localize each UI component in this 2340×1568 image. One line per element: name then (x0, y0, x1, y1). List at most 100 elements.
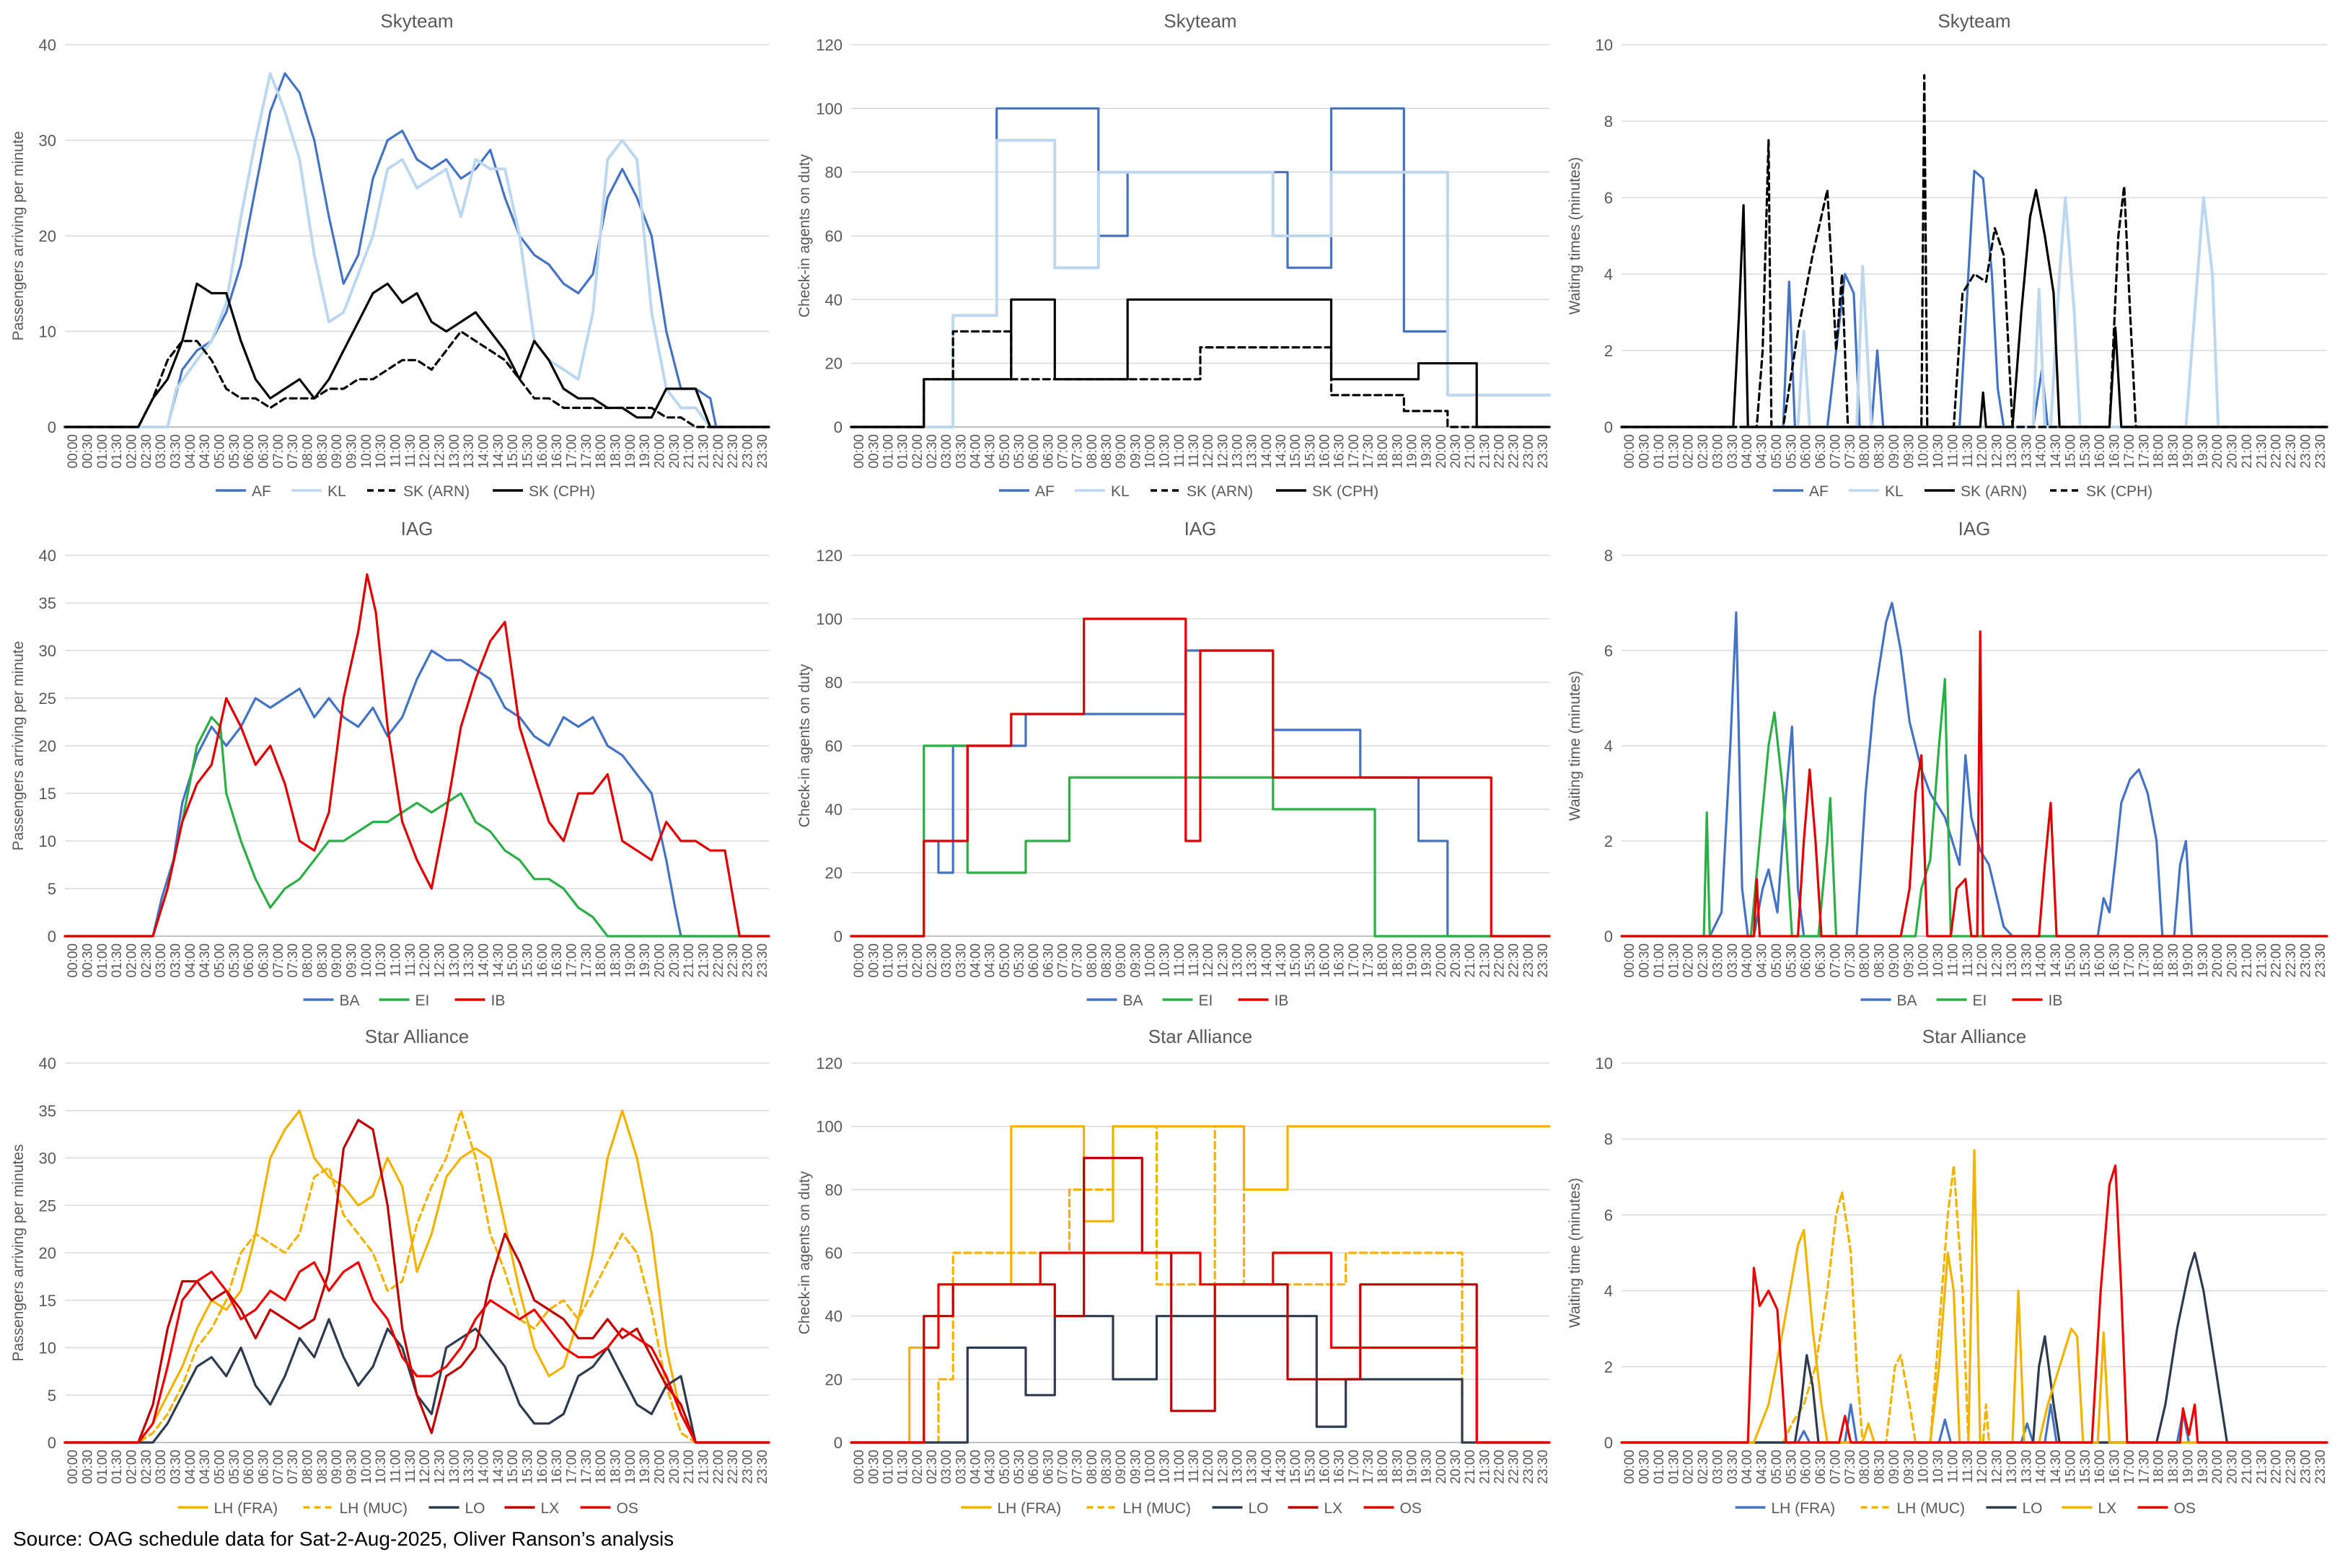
x-tick-label: 16:00 (2093, 1450, 2108, 1484)
x-tick-label: 18:30 (2166, 434, 2181, 469)
x-tick-label: 16:00 (1317, 434, 1332, 469)
x-tick-label: 10:30 (1931, 943, 1946, 978)
x-tick-label: 20:00 (2210, 1450, 2225, 1484)
y-tick-label: 6 (1604, 189, 1613, 207)
x-tick-label: 22:00 (2269, 1450, 2284, 1484)
x-tick-label: 22:30 (2284, 434, 2299, 469)
x-tick-label: 18:00 (1376, 943, 1391, 978)
x-tick-label: 19:30 (1420, 943, 1435, 978)
x-tick-label: 16:00 (535, 943, 550, 978)
x-tick-label: 21:00 (2240, 943, 2255, 978)
x-tick-label: 01:30 (896, 943, 911, 978)
x-tick-label: 13:30 (1245, 943, 1260, 978)
x-tick-label: 15:00 (506, 943, 521, 978)
x-tick-label: 11:30 (1187, 1450, 1202, 1483)
x-tick-label: 09:30 (345, 943, 360, 978)
x-tick-label: 14:30 (2049, 434, 2064, 469)
x-tick-label: 14:00 (1259, 1450, 1275, 1484)
legend-label-ba: BA (1123, 992, 1143, 1009)
legend: BA EI IB (303, 992, 505, 1009)
x-tick-label: 23:00 (741, 943, 756, 978)
x-tick-label: 00:30 (81, 1450, 96, 1484)
x-tick-label: 23:30 (2313, 434, 2328, 469)
y-tick-label: 20 (39, 1244, 56, 1262)
x-tick-label: 14:30 (491, 943, 506, 978)
x-tick-label: 08:30 (1099, 1450, 1114, 1484)
x-tick-label: 03:00 (154, 1450, 169, 1484)
x-tick-label: 14:30 (1274, 1450, 1289, 1484)
x-tick-label: 15:00 (506, 434, 521, 469)
x-tick-label: 11:30 (403, 943, 418, 977)
x-tick-label: 09:30 (345, 1450, 360, 1484)
x-tick-label: 18:00 (2152, 434, 2167, 469)
series-line-sk-cph (63, 282, 770, 428)
x-tick-label: 03:30 (1725, 434, 1741, 469)
y-tick-label: 15 (39, 785, 56, 803)
x-tick-label: 04:30 (1755, 434, 1770, 469)
x-tick-label: 23:00 (1521, 1450, 1536, 1484)
x-tick-label: 00:00 (1622, 434, 1637, 469)
x-tick-label: 00:30 (866, 434, 881, 469)
x-tick-label: 20:30 (2225, 943, 2240, 978)
legend-label-sk-cph: SK (CPH) (1312, 483, 1378, 500)
x-tick-label: 21:00 (1463, 434, 1478, 469)
y-tick-label: 10 (39, 1339, 56, 1357)
legend: AF KL SK (ARN) SK (CPH) (1773, 483, 2152, 500)
series-line-os (850, 1251, 1551, 1444)
x-tick-label: 12:30 (1990, 1450, 2005, 1484)
x-tick-label: 13:00 (1230, 434, 1245, 469)
x-tick-label: 00:00 (66, 1450, 81, 1484)
x-tick-label: 07:00 (271, 434, 286, 469)
x-tick-label: 03:30 (169, 1450, 184, 1484)
x-tick-label: 06:00 (1026, 943, 1042, 978)
series-line-ei (63, 715, 770, 938)
x-tick-label: 07:30 (1843, 1450, 1858, 1484)
chart-title: Skyteam (380, 10, 453, 32)
series-line-sk-arn (1620, 188, 2328, 428)
x-tick-label: 13:30 (2019, 1450, 2034, 1484)
x-tick-label: 09:00 (330, 1450, 345, 1484)
x-tick-label: 09:30 (1901, 434, 1917, 469)
x-tick-label: 07:30 (286, 434, 301, 469)
x-tick-label: 06:00 (1799, 943, 1814, 978)
y-tick-label: 10 (39, 323, 56, 341)
x-tick-label: 10:30 (1158, 943, 1173, 978)
x-tick-label: 15:30 (2078, 434, 2093, 469)
y-tick-label: 0 (834, 928, 843, 946)
legend-label-lo: LO (2023, 1500, 2043, 1517)
y-tick-label: 35 (39, 1102, 56, 1120)
y-tick-label: 100 (816, 610, 843, 628)
x-tick-label: 06:00 (1799, 1450, 1814, 1484)
chart-title: Star Alliance (365, 1026, 470, 1047)
x-tick-label: 08:00 (301, 434, 316, 469)
x-tick-label: 07:00 (1828, 1450, 1843, 1484)
x-tick-label: 07:00 (271, 1450, 286, 1484)
x-tick-label: 20:00 (653, 434, 668, 469)
series-line-ib (63, 573, 770, 938)
x-tick-label: 16:30 (550, 943, 565, 978)
x-tick-label: 22:30 (726, 1450, 741, 1484)
x-tick-label: 13:30 (2019, 943, 2034, 978)
x-tick-label: 03:30 (169, 434, 184, 469)
x-tick-label: 19:30 (638, 434, 653, 469)
x-tick-label: 11:00 (1172, 434, 1187, 467)
x-tick-label: 16:30 (1332, 1450, 1347, 1484)
legend: AF KL SK (ARN) SK (CPH) (999, 483, 1378, 500)
y-axis-label: Waiting time (minutes) (1567, 671, 1583, 821)
x-tick-label: 02:00 (1681, 434, 1697, 469)
y-tick-label: 80 (825, 674, 843, 692)
x-tick-label: 04:00 (968, 1450, 983, 1484)
x-tick-label: 13:00 (2005, 434, 2020, 469)
series-line-lh-muc (63, 1109, 770, 1444)
legend-label-ba: BA (1897, 992, 1917, 1009)
y-tick-label: 35 (39, 594, 56, 612)
x-tick-label: 21:30 (2254, 943, 2269, 978)
x-tick-label: 02:00 (125, 434, 140, 469)
y-tick-label: 10 (1596, 1054, 1613, 1073)
y-tick-label: 80 (825, 164, 843, 182)
legend-label-ei: EI (415, 992, 430, 1009)
y-tick-label: 2 (1604, 1358, 1613, 1376)
x-tick-label: 03:30 (1725, 1450, 1741, 1484)
